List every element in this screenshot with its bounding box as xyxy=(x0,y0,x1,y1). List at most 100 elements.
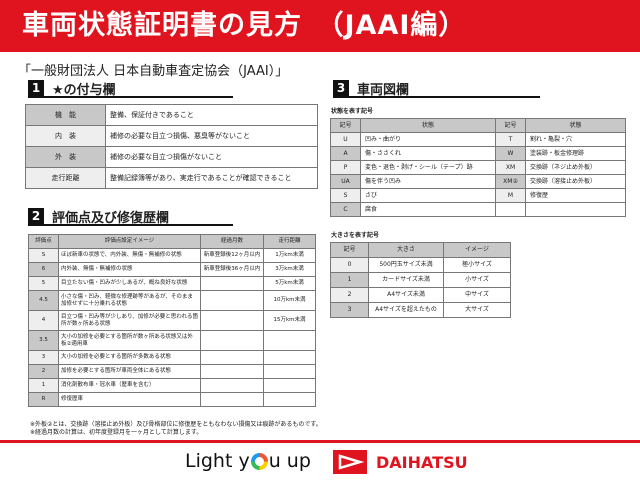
table-cell: 15万km未満 xyxy=(263,310,316,331)
row-label: 機 能 xyxy=(25,104,106,126)
table-cell: A4サイズ未満 xyxy=(368,287,444,303)
table-row: 内 装補修の必要な目立つ損傷、悪臭等がないこと xyxy=(25,125,318,147)
table-row: 3 A4サイズを超えたもの 大サイズ xyxy=(330,302,511,318)
table-cell: 2 xyxy=(330,287,369,303)
slogan-text: Light y xyxy=(185,450,250,472)
column-header: 評価点 xyxy=(28,234,59,249)
table-cell: A xyxy=(330,146,361,161)
table-cell: C xyxy=(330,202,361,217)
table-cell: 目立つ傷・凹み等が少しあり、加修が必要と思われる箇所が数ヶ所ある状態 xyxy=(58,310,201,331)
table-cell: 4.5 xyxy=(28,290,59,311)
table-cell: 交換跡（溶接止め外板） xyxy=(525,174,626,189)
table-cell: 内外装、無傷・無補修の状態 xyxy=(58,262,201,277)
table-row: C 腐食 xyxy=(330,202,626,217)
table-cell xyxy=(263,330,316,351)
column-header: イメージ xyxy=(443,242,511,258)
table-cell: 大サイズ xyxy=(443,302,511,318)
table-row: 1 消化剤散布車・冠水車（歴車を含む） xyxy=(28,378,316,393)
state-symbol-table: 記号 状態 記号 状態 U 凹み・曲がり T 割れ・亀裂・穴 A 傷・ささくれ W 塗装跡・板金修理跡… xyxy=(330,118,626,217)
table-cell xyxy=(263,392,316,407)
row-value: 整備、保証付きであること xyxy=(105,104,318,126)
table-cell: 塗装跡・板金修理跡 xyxy=(525,146,626,161)
table-row: 2 加修を必要とする箇所が車両全体にある状態 xyxy=(28,364,316,379)
daihatsu-mark-icon xyxy=(333,450,367,474)
star-table: 機 能整備、保証付きであること内 装補修の必要な目立つ損傷、悪臭等がないこと外 … xyxy=(25,104,318,189)
section-title: ★の付与欄 xyxy=(52,82,116,98)
size-label: 大きさを表す記号 xyxy=(331,232,380,239)
table-row: 2 A4サイズ未満 中サイズ xyxy=(330,287,511,303)
table-cell: 傷・ささくれ xyxy=(360,146,496,161)
size-symbol-table: 記号 大きさ イメージ 0 500円玉サイズ未満 極小サイズ 1 カードサイズ未満 小サイズ 2 A… xyxy=(330,242,511,318)
brand-name: DAIHATSU xyxy=(376,453,468,472)
table-row: 走行距離 整備記録簿等があり、実走行であることが確認できること xyxy=(25,167,318,189)
table-cell: 6 xyxy=(28,262,59,277)
table-cell: 大小の加修を必要とする箇所が多数ある状態 xyxy=(58,350,201,365)
section-number: 2 xyxy=(28,208,44,224)
table-cell: 小さな傷・凹み、軽微な修理跡等があるが、そのまま加修せずに十分乗れる状態 xyxy=(58,290,201,311)
note: ※外板②とは、交換跡（溶接止め外板）及び骨格部位に修復歴をともなわない損傷又は痕… xyxy=(30,421,322,428)
column-header: 経過月数 xyxy=(200,234,264,249)
table-cell: 大小の加修を必要とする箇所が数ヶ所ある状態又は外板②適用車 xyxy=(58,330,201,351)
table-cell: 5 xyxy=(28,276,59,291)
section1-heading: 1 ★の付与欄 xyxy=(28,80,233,98)
table-cell: 修復歴 xyxy=(525,188,626,203)
row-label: 内 装 xyxy=(25,125,106,147)
table-row: P 変色・退色・剥げ・シール（テープ）跡 XM 交換跡（ネジ止め外板） xyxy=(330,160,626,175)
column-header: 状態 xyxy=(525,118,626,133)
table-row: S ほぼ新車の状態で、内外装、無傷・無補修の状態 新車登録後12ヶ月以内 1万km未満 xyxy=(28,248,316,263)
table-cell: カードサイズ未満 xyxy=(368,272,444,288)
table-cell: 1 xyxy=(28,378,59,393)
section-title: 評価点及び修復歴欄 xyxy=(52,210,170,226)
column-header: 大きさ xyxy=(368,242,444,258)
table-cell: 3 xyxy=(330,302,369,318)
table-cell xyxy=(263,364,316,379)
table-cell: 5万km未満 xyxy=(263,276,316,291)
rainbow-o-icon xyxy=(250,452,268,470)
table-cell xyxy=(525,202,626,217)
divider xyxy=(0,440,640,443)
table-cell: 目立たない傷・凹みが少しあるが、概ね良好な状態 xyxy=(58,276,201,291)
table-cell: W xyxy=(495,146,526,161)
table-cell: T xyxy=(495,132,526,147)
section-number: 3 xyxy=(333,80,349,96)
table-row: 機 能整備、保証付きであること xyxy=(25,104,318,126)
table-cell: 3万km未満 xyxy=(263,262,316,277)
table-cell: XM② xyxy=(495,174,526,189)
row-label: 外 装 xyxy=(25,146,106,168)
table-cell: 腐食 xyxy=(360,202,496,217)
table-cell: 4 xyxy=(28,310,59,331)
column-header: 記号 xyxy=(495,118,526,133)
table-cell: 500円玉サイズ未満 xyxy=(368,257,444,273)
table-row: UA 傷を伴う凹み XM② 交換跡（溶接止め外板） xyxy=(330,174,626,189)
table-cell xyxy=(200,310,264,331)
table-row: 3.5 大小の加修を必要とする箇所が数ヶ所ある状態又は外板②適用車 xyxy=(28,330,316,351)
section-number: 1 xyxy=(28,80,44,96)
table-cell: 3 xyxy=(28,350,59,365)
table-cell: 割れ・亀裂・穴 xyxy=(525,132,626,147)
table-cell: S xyxy=(330,188,361,203)
table-cell: 1万km未満 xyxy=(263,248,316,263)
subtitle: 「一般財団法人 日本自動車査定協会（JAAI）」 xyxy=(18,64,289,79)
table-cell: 変色・退色・剥げ・シール（テープ）跡 xyxy=(360,160,496,175)
column-header: 走行距離 xyxy=(263,234,316,249)
table-cell: 消化剤散布車・冠水車（歴車を含む） xyxy=(58,378,201,393)
table-cell: 新車登録後12ヶ月以内 xyxy=(200,248,264,263)
row-value: 補修の必要な目立つ損傷がないこと xyxy=(105,146,318,168)
slogan-text: u up xyxy=(268,450,311,472)
table-row: R 修復歴車 xyxy=(28,392,316,407)
table-cell: 3.5 xyxy=(28,330,59,351)
table-cell xyxy=(200,378,264,393)
table-cell: UA xyxy=(330,174,361,189)
table-cell: P xyxy=(330,160,361,175)
table-cell: 新車登録後36ヶ月以内 xyxy=(200,262,264,277)
table-cell: M xyxy=(495,188,526,203)
table-cell xyxy=(200,290,264,311)
table-cell: ほぼ新車の状態で、内外装、無傷・無補修の状態 xyxy=(58,248,201,263)
notes: ※外板②とは、交換跡（溶接止め外板）及び骨格部位に修復歴をともなわない損傷又は痕… xyxy=(30,421,322,437)
table-row: U 凹み・曲がり T 割れ・亀裂・穴 xyxy=(330,132,626,147)
table-cell: 0 xyxy=(330,257,369,273)
table-cell: 傷を伴う凹み xyxy=(360,174,496,189)
score-table: 評価点 評価点設定イメージ 経過月数 走行距離 S ほぼ新車の状態で、内外装、無傷・無補修… xyxy=(28,234,316,407)
table-cell: 凹み・曲がり xyxy=(360,132,496,147)
table-cell: 10万km未満 xyxy=(263,290,316,311)
